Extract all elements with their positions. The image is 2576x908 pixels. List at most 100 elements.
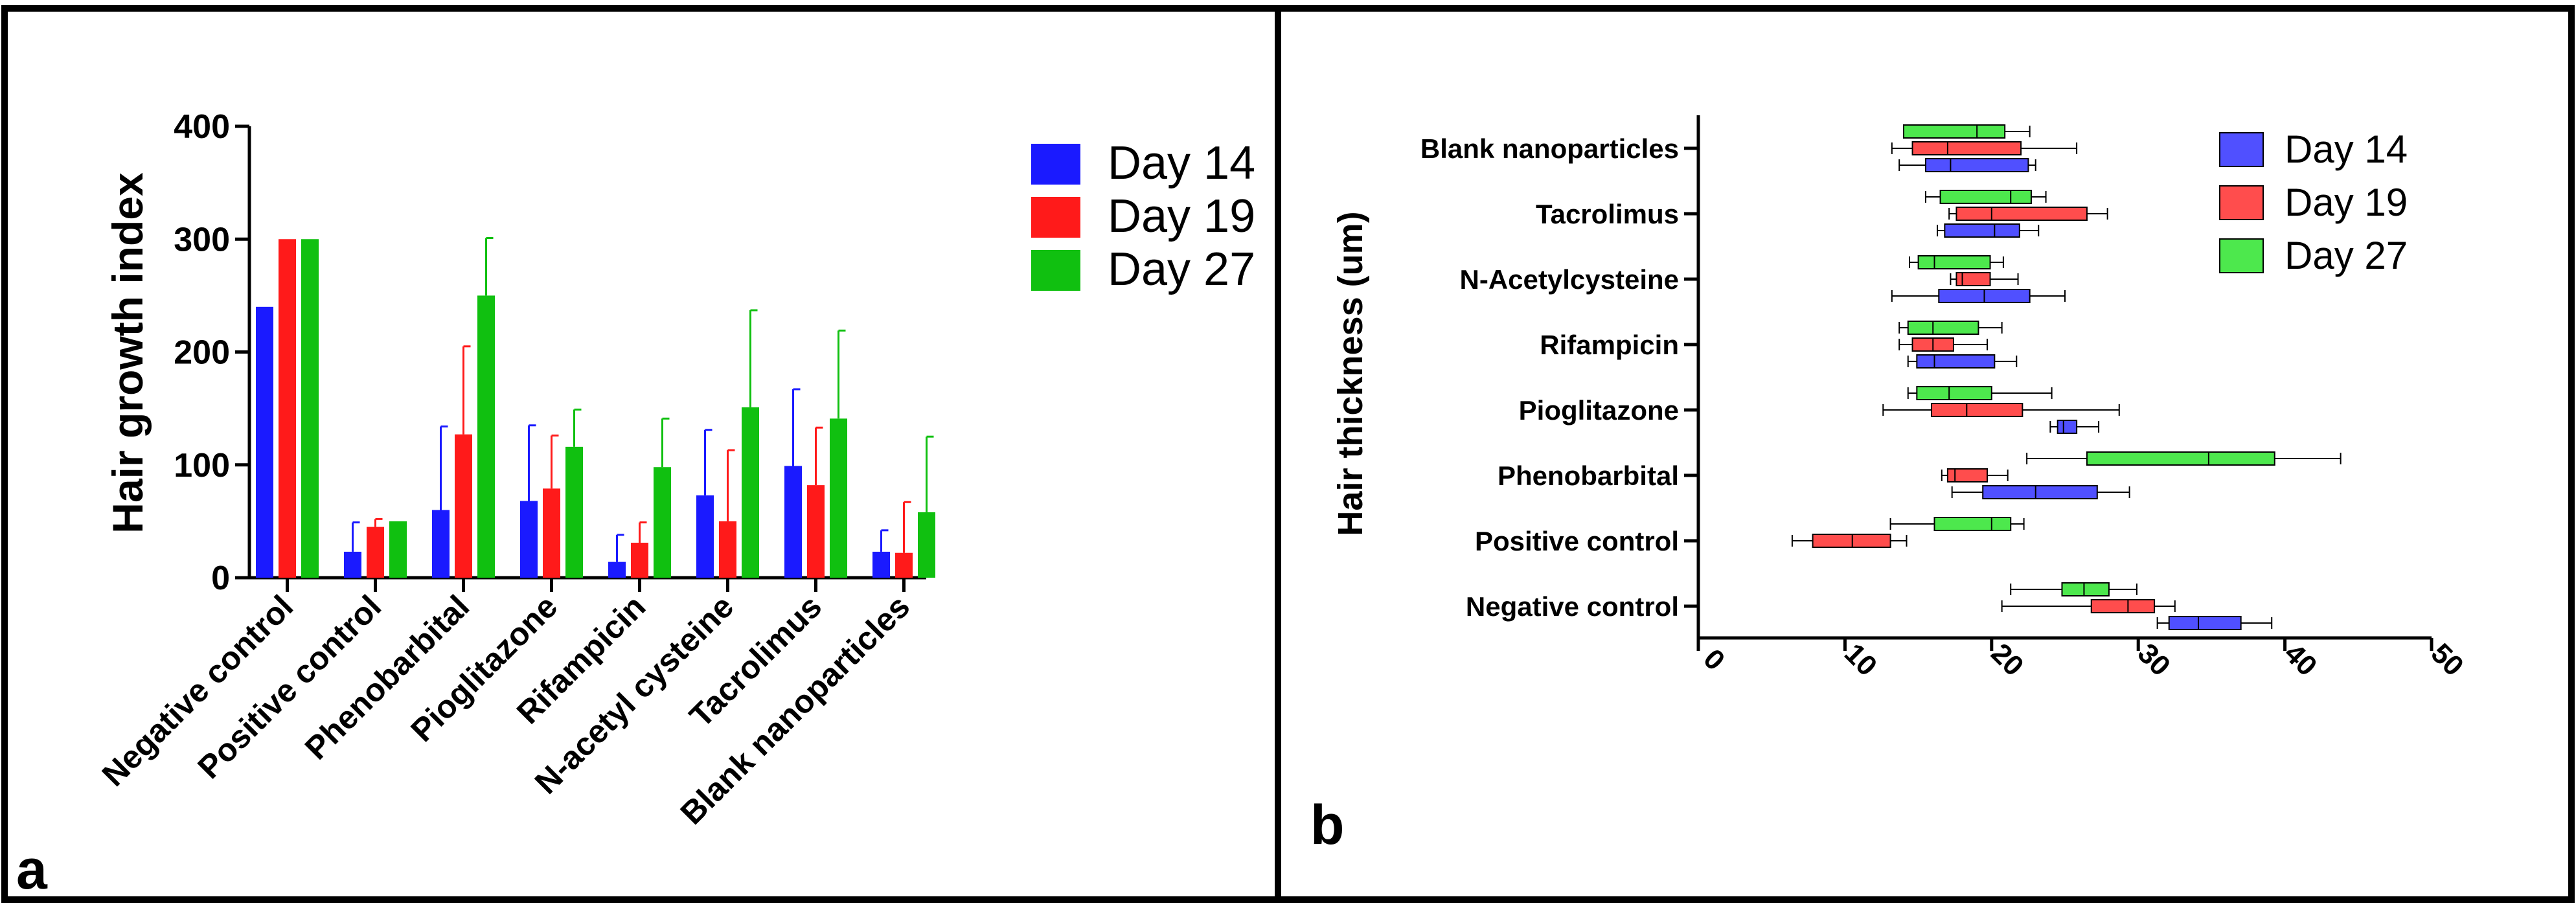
iqr-box <box>1916 386 1992 400</box>
box-day-27-negative-control <box>2010 582 2137 596</box>
bar-day-27-negative-control <box>301 239 319 578</box>
bar-day-27-blank-nanoparticles <box>918 512 935 578</box>
legend-label: Day 19 <box>2285 181 2408 224</box>
box-day-27-pioglitazone <box>1907 386 2053 400</box>
bar-day-27-pioglitazone <box>565 446 583 578</box>
panel-a-y-tick-label: 400 <box>174 108 230 146</box>
bar-day-14-negative-control <box>256 306 273 578</box>
box-day-27-phenobarbital <box>2026 451 2342 466</box>
bar-day-14-blank-nanoparticles <box>872 551 890 578</box>
panel-b-y-axis-label: Hair thickness (um) <box>1331 211 1370 536</box>
panel-a-y-tick-label: 100 <box>174 447 230 484</box>
panel-a-y-tick-label: 0 <box>211 560 230 597</box>
iqr-box <box>1933 517 2012 531</box>
bar-day-14-rifampicin <box>608 562 626 578</box>
iqr-box <box>1939 190 2032 204</box>
iqr-box <box>2086 451 2275 466</box>
legend-label: Day 27 <box>1108 244 1255 295</box>
panel-a-y-axis-label: Hair growth index <box>104 172 152 534</box>
bar-day-27-tacrolimus <box>830 418 847 578</box>
box-day-19-phenobarbital <box>1941 468 2009 482</box>
iqr-box <box>1946 468 1989 482</box>
panel-b-category-label: Phenobarbital <box>1498 460 1679 491</box>
legend-label: Day 14 <box>2285 128 2408 171</box>
legend-swatch-day-27 <box>1031 250 1080 291</box>
iqr-box <box>1955 207 2088 221</box>
panel-b-x-tick-label: 0 <box>1697 643 1731 677</box>
bar-day-19-positive-control <box>367 527 384 578</box>
iqr-box <box>2057 420 2078 434</box>
legend-label: Day 14 <box>1108 137 1255 189</box>
box-day-14-phenobarbital <box>1951 485 2130 499</box>
panel-b-box-plot: 0 10 20 30 40 50 Blank nanoparticlesTacrolimu… <box>1310 115 2470 856</box>
bar-day-19-rifampicin <box>631 542 648 578</box>
bar-day-14-tacrolimus <box>784 466 802 578</box>
bar-day-27-rifampicin <box>654 467 671 578</box>
box-day-19-pioglitazone <box>1882 403 2120 417</box>
panel-b-category-label: Tacrolimus <box>1536 199 1679 229</box>
legend-swatch-day-14 <box>2219 132 2264 167</box>
panel-b-category-label: Negative control <box>1466 591 1679 622</box>
panel-b-category-label: Blank nanoparticles <box>1420 133 1679 164</box>
bar-day-19-tacrolimus <box>807 485 825 578</box>
panel-b-category-label: Rifampicin <box>1540 330 1679 360</box>
legend-swatch-day-14 <box>1031 144 1080 185</box>
iqr-box <box>2090 599 2156 613</box>
legend-swatch-day-19 <box>1031 197 1080 238</box>
iqr-box <box>1930 403 2023 417</box>
box-day-19-positive-control <box>1791 534 1908 548</box>
figure-border <box>1 5 2575 903</box>
box-day-19-tacrolimus <box>1948 207 2108 221</box>
box-day-27-tacrolimus <box>1924 190 2047 204</box>
box-day-14-pioglitazone <box>2049 420 2100 434</box>
bar-day-19-n-acetyl-cysteine <box>719 521 736 578</box>
panel-a-y-tick-label: 200 <box>174 334 230 372</box>
box-day-27-positive-control <box>1889 517 2025 531</box>
iqr-box <box>1911 141 2022 155</box>
panel-b-category-label: Positive control <box>1475 526 1679 556</box>
bar-day-19-pioglitazone <box>543 488 560 578</box>
bar-day-19-negative-control <box>279 239 296 578</box>
box-day-14-tacrolimus <box>1937 223 2040 238</box>
box-day-14-rifampicin <box>1907 354 2018 369</box>
iqr-box <box>1917 255 1991 269</box>
panel-b-letter: b <box>1310 794 1345 856</box>
iqr-box <box>2061 582 2110 596</box>
iqr-box <box>1916 354 1996 369</box>
box-day-19-negative-control <box>2001 599 2176 613</box>
panel-b-category-label: Pioglitazone <box>1519 395 1679 426</box>
box-day-14-blank-nanoparticles <box>1898 158 2036 172</box>
iqr-box <box>1907 321 1979 335</box>
box-day-14-n-acetylcysteine <box>1891 289 2066 303</box>
iqr-box <box>1902 124 2006 139</box>
iqr-box <box>1812 534 1891 548</box>
box-day-19-blank-nanoparticles <box>1891 141 2078 155</box>
bar-day-14-n-acetyl-cysteine <box>696 495 714 578</box>
legend-swatch-day-19 <box>2219 185 2264 220</box>
legend-label: Day 19 <box>1108 190 1255 242</box>
iqr-box <box>1982 485 2098 499</box>
bar-day-27-phenobarbital <box>477 295 495 578</box>
panel-a-y-tick-label: 300 <box>174 221 230 258</box>
bar-day-14-phenobarbital <box>432 510 450 578</box>
legend-swatch-day-27 <box>2219 238 2264 273</box>
iqr-box <box>2168 616 2242 630</box>
box-day-14-negative-control <box>2156 616 2273 630</box>
bar-day-14-positive-control <box>344 551 361 578</box>
box-day-27-n-acetylcysteine <box>1909 255 2004 269</box>
iqr-box <box>1955 272 1991 286</box>
box-day-19-rifampicin <box>1898 337 1989 352</box>
bar-day-27-positive-control <box>389 521 407 578</box>
box-day-27-blank-nanoparticles <box>1902 124 2031 139</box>
bar-day-14-pioglitazone <box>520 501 538 578</box>
legend-label: Day 27 <box>2285 234 2408 277</box>
iqr-box <box>1924 158 2029 172</box>
iqr-box <box>1944 223 2020 238</box>
panel-a-letter: a <box>16 839 48 901</box>
bar-day-19-phenobarbital <box>455 434 472 578</box>
box-day-19-n-acetylcysteine <box>1950 272 2019 286</box>
bar-day-19-blank-nanoparticles <box>895 552 913 578</box>
panel-b-category-label: N-Acetylcysteine <box>1460 264 1679 295</box>
